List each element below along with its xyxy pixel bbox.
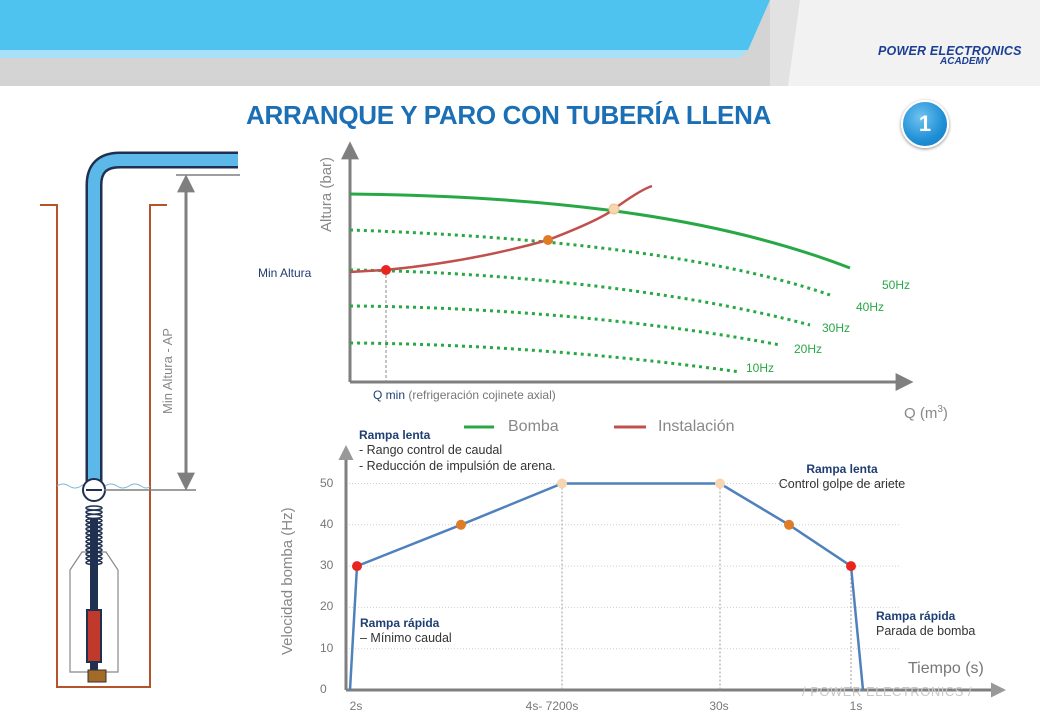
pump-chart-xlabel: Q (m3) — [904, 404, 948, 422]
min-height-point — [381, 265, 391, 275]
logo-power-electronics: POWER ELECTRONICS — [878, 44, 1022, 58]
pump-curve-50hz — [349, 192, 851, 270]
legend-instalacion: Instalación — [658, 418, 735, 435]
speed-chart-xlabel: Tiempo (s) — [908, 660, 984, 677]
coil-ring — [85, 509, 103, 515]
annotation-slow-ramp-stop: Rampa lenta Control golpe de ariete — [778, 462, 906, 491]
x-tick-label: 30s — [709, 699, 729, 713]
speed-chart-ylabel: Velocidad bomba (Hz) — [279, 507, 296, 655]
installation-curve — [349, 184, 653, 274]
speed-point — [352, 561, 362, 572]
coil-ring — [85, 505, 103, 511]
legend-bomba: Bomba — [508, 418, 559, 435]
annotation-slow-ramp-start: Rampa lenta - Rango control de caudal - … — [359, 428, 556, 473]
operating-point-50hz — [608, 203, 620, 215]
pump-curve-10hz — [349, 341, 741, 374]
speed-point — [557, 478, 567, 489]
x-tick-label: 4s- 7200s — [525, 699, 579, 713]
x-tick-label: 1s — [849, 699, 863, 713]
y-tick-label: 0 — [320, 682, 327, 696]
speed-profile-line — [348, 482, 865, 691]
freq-label-50hz: 50Hz — [882, 278, 911, 292]
freq-label-10hz: 10Hz — [746, 361, 775, 375]
operating-point-40hz — [543, 235, 553, 245]
speed-point — [456, 519, 466, 530]
min-height-ap-label: Min Altura - AP — [160, 328, 175, 414]
qmin-label: Q min (refrigeración cojinete axial) — [373, 388, 556, 402]
pump-curve-30hz — [349, 268, 811, 327]
y-tick-label: 20 — [320, 599, 334, 614]
watermark: / POWER ELECTRONICS / — [802, 684, 973, 699]
freq-label-20hz: 20Hz — [794, 342, 823, 356]
annotation-fast-ramp-stop: Rampa rápida Parada de bomba — [876, 609, 976, 638]
y-tick-label: 40 — [320, 516, 334, 531]
min-height-label: Min Altura — [258, 266, 312, 280]
x-tick-label: 2s — [349, 699, 363, 713]
step-badge: 1 — [901, 100, 949, 148]
well-diagram — [40, 151, 240, 688]
freq-label-40hz: 40Hz — [856, 300, 885, 314]
y-tick-label: 10 — [320, 640, 334, 655]
coil-ring — [85, 513, 103, 520]
pump-chart-ylabel: Altura (bar) — [318, 156, 335, 232]
freq-label-30hz: 30Hz — [822, 321, 851, 335]
y-tick-label: 50 — [320, 475, 334, 490]
annotation-fast-ramp-start: Rampa rápida – Mínimo caudal — [360, 616, 452, 645]
speed-point — [784, 519, 794, 530]
pump-curve-chart — [341, 141, 914, 429]
pump-curve-20hz — [349, 304, 781, 347]
y-tick-label: 30 — [320, 558, 334, 573]
speed-point — [846, 561, 856, 572]
header-banner — [0, 0, 1040, 86]
speed-time-chart — [338, 445, 1006, 698]
pump-curve-40hz — [349, 228, 831, 297]
page-title: ARRANQUE Y PARO CON TUBERÍA LLENA — [246, 100, 772, 130]
logo-academy: ACADEMY — [940, 56, 991, 67]
speed-point — [715, 478, 725, 489]
